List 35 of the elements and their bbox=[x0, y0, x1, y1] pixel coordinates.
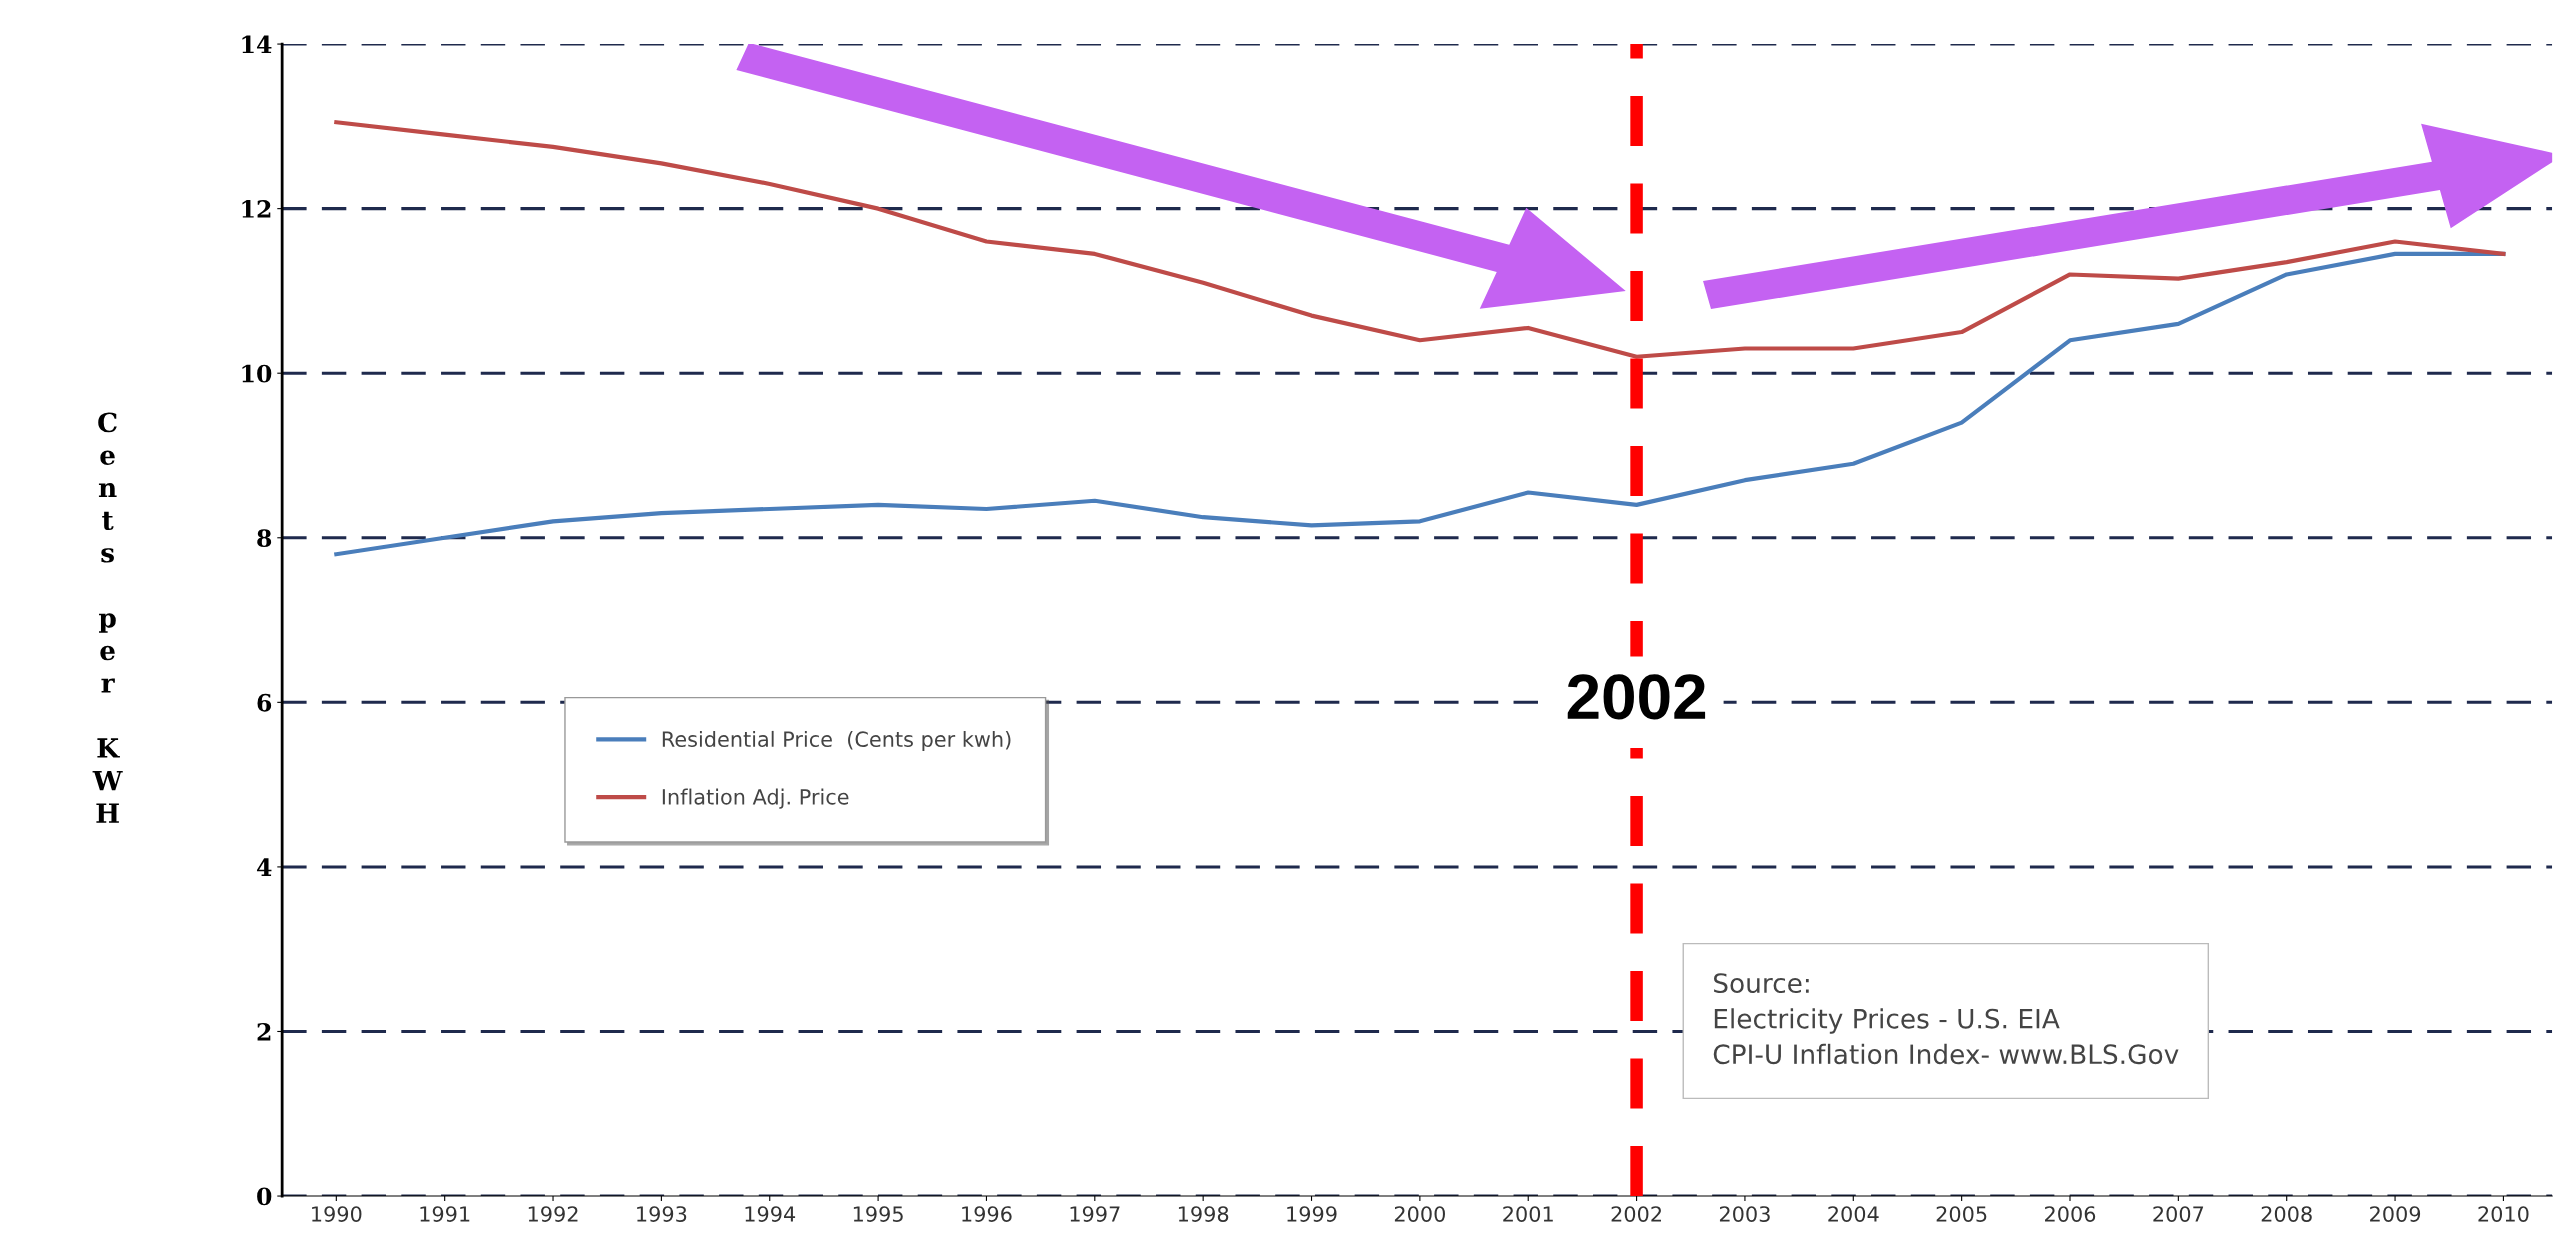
legend-label: Residential Price (Cents per kwh) bbox=[662, 730, 1011, 752]
x-tick-label: 2005 bbox=[1936, 1206, 1987, 1222]
y-tick-label: 4 bbox=[256, 858, 272, 876]
x-tick-label: 1990 bbox=[312, 1206, 362, 1222]
y-tick-label: 0 bbox=[257, 1187, 272, 1206]
x-tick-label: 2000 bbox=[1394, 1206, 1445, 1222]
x-tick-label: 2001 bbox=[1503, 1206, 1553, 1222]
y-tick-label: 8 bbox=[257, 529, 272, 548]
x-tick-label: 2002 bbox=[1611, 1206, 1661, 1222]
text: Cents per KWH bbox=[92, 412, 123, 823]
x-tick-label: 1995 bbox=[853, 1206, 903, 1222]
x-tick-label: 1991 bbox=[420, 1206, 470, 1222]
x-tick-label: 1993 bbox=[637, 1206, 687, 1222]
y-tick-label: 10 bbox=[242, 364, 272, 383]
legend-label: Inflation Adj. Price bbox=[662, 788, 849, 809]
ref-line-label: 2002 bbox=[1567, 674, 1706, 720]
annotation: Source: Electricity Prices - U.S. EIA CPI-U Inflation Index- www.BLS.Gov bbox=[1713, 973, 2179, 1065]
x-tick-label: 2006 bbox=[2045, 1206, 2096, 1222]
y-tick-label: 6 bbox=[257, 693, 272, 712]
y-tick-label: 2 bbox=[257, 1022, 271, 1041]
x-tick-label: 2004 bbox=[1828, 1206, 1879, 1222]
x-tick-label: 1997 bbox=[1070, 1206, 1120, 1222]
x-tick-label: 2003 bbox=[1719, 1206, 1770, 1222]
x-tick-label: 1999 bbox=[1287, 1206, 1337, 1222]
x-tick-label: 2009 bbox=[2370, 1206, 2421, 1222]
x-tick-label: 1996 bbox=[962, 1206, 1012, 1222]
y-tick-label: 12 bbox=[242, 200, 271, 218]
x-tick-label: 2008 bbox=[2261, 1206, 2312, 1222]
x-tick-label: 1994 bbox=[745, 1206, 796, 1222]
y-tick-label: 14 bbox=[242, 35, 272, 54]
x-tick-label: 2007 bbox=[2153, 1206, 2204, 1222]
x-tick-label: 1998 bbox=[1178, 1206, 1229, 1222]
x-tick-label: 1992 bbox=[528, 1206, 578, 1222]
line-series bbox=[334, 120, 2506, 359]
x-tick-label: 2010 bbox=[2478, 1206, 2529, 1222]
